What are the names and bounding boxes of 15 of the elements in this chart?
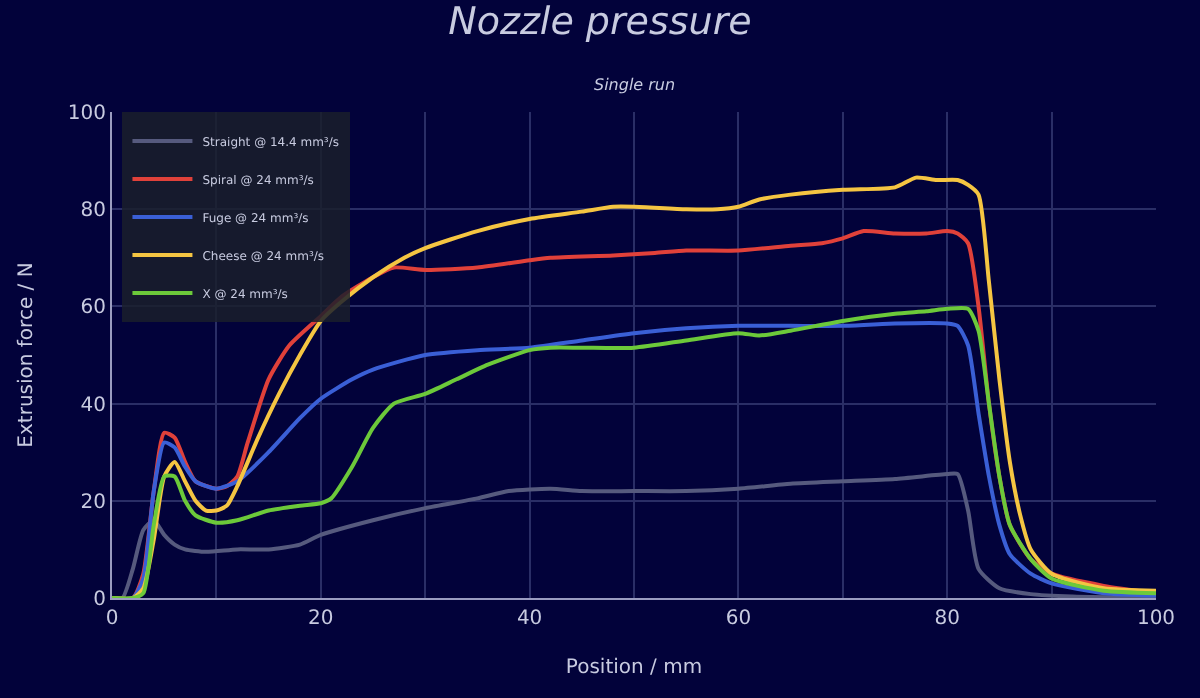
y-axis-title: Extrusion force / N bbox=[15, 262, 38, 448]
x-tick-label: 100 bbox=[1136, 608, 1176, 630]
y-tick-label: 20 bbox=[80, 491, 106, 514]
y-tick-label: 80 bbox=[80, 200, 106, 223]
y-tick-label: 60 bbox=[80, 297, 106, 320]
chart-title: Nozzle pressure bbox=[448, 0, 752, 44]
x-tick-label: 60 bbox=[725, 608, 752, 630]
y-tick-label: 100 bbox=[67, 103, 106, 125]
x-tick-label: 20 bbox=[308, 608, 334, 630]
chart-subtitle: Single run bbox=[594, 76, 676, 94]
x-tick-label: 40 bbox=[516, 608, 543, 630]
y-tick-label: 0 bbox=[93, 589, 106, 611]
x-tick-label: 80 bbox=[934, 608, 960, 630]
y-tick-label: 40 bbox=[80, 394, 106, 417]
x-axis-title: Position / mm bbox=[565, 657, 703, 679]
